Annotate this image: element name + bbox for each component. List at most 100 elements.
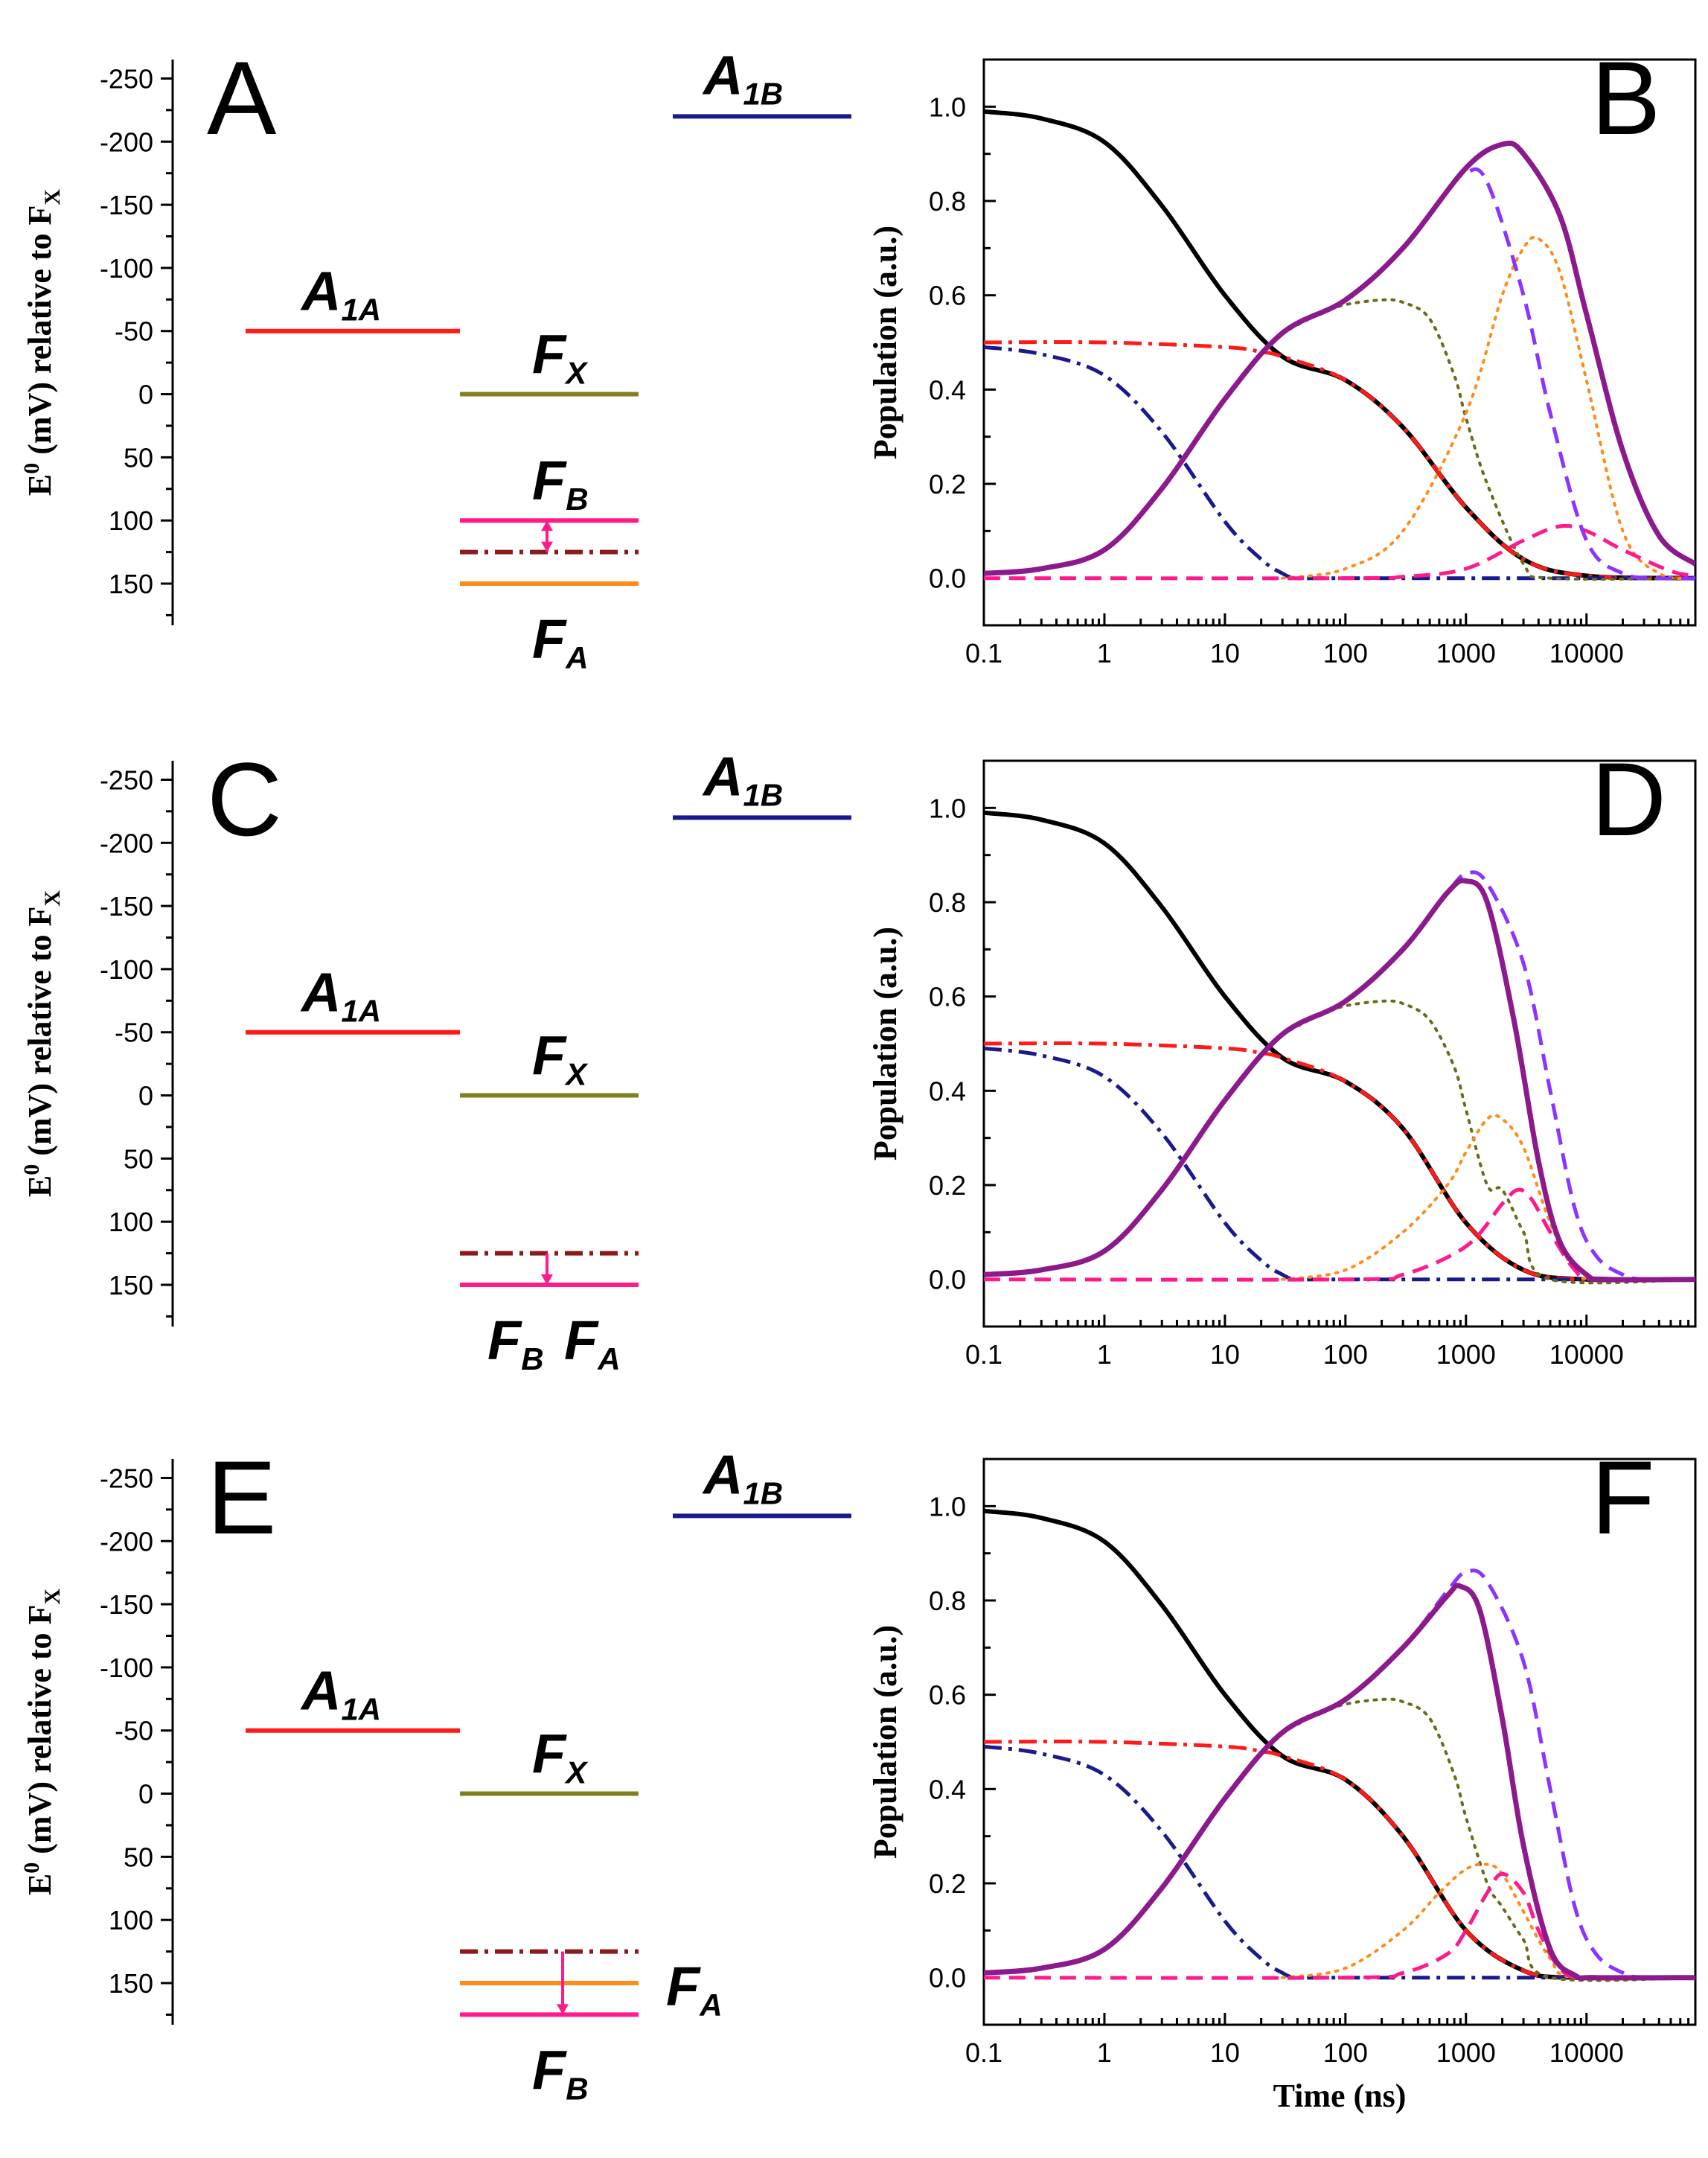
level-label-FA: FA bbox=[666, 1956, 723, 2023]
y-tick-label: 0.6 bbox=[929, 982, 966, 1012]
energy-tick-label: -200 bbox=[100, 828, 153, 858]
level-label-FA: FA bbox=[532, 608, 589, 675]
level-label-FB: FB bbox=[532, 2039, 589, 2106]
panel-D: 0.0 0.2 0.4 0.6 0.8 1.0 0.1 1 10 100 1000 10000 Popu… bbox=[867, 741, 1697, 1370]
series-A1B-decay bbox=[984, 345, 1695, 581]
series-A1B-decay bbox=[984, 1744, 1695, 1980]
energy-tick-label: 100 bbox=[109, 1207, 153, 1237]
level-label-sub: B bbox=[566, 2071, 588, 2106]
energy-tick-label: 100 bbox=[109, 1905, 153, 1935]
energy-tick-label: -250 bbox=[100, 63, 153, 94]
x-tick-label: 1 bbox=[1097, 638, 1112, 668]
y-tick-label: 0.0 bbox=[929, 1963, 966, 1993]
series-A1A-decay bbox=[984, 1041, 1695, 1283]
energy-axis-title-sup: 0 bbox=[19, 1164, 44, 1175]
x-tick-label: 10 bbox=[1210, 638, 1240, 668]
energy-tick-label: -250 bbox=[100, 764, 153, 795]
energy-tick-label: -50 bbox=[115, 1716, 153, 1746]
x-tick-label: 1 bbox=[1097, 2037, 1112, 2068]
level-label-sub: X bbox=[564, 356, 589, 391]
energy-axis-title: E0 (mV) relative to FX bbox=[19, 189, 65, 497]
panel-label-D: D bbox=[1591, 741, 1666, 858]
x-tick-label: 100 bbox=[1323, 1339, 1368, 1370]
level-label-main: A bbox=[300, 261, 341, 322]
y-tick-label: 1.0 bbox=[929, 793, 966, 823]
series-orange-dot bbox=[1281, 1114, 1695, 1282]
panel-B: 0.0 0.2 0.4 0.6 0.8 1.0 0.1 1 10 100 1000 10000 Popu… bbox=[867, 39, 1697, 668]
y-axis-title: Population (a.u.) bbox=[867, 1625, 903, 1859]
energy-axis-title-mid: (mV) relative to F bbox=[22, 1605, 58, 1862]
level-label-sub: 1A bbox=[341, 1692, 381, 1727]
series-orange-dot bbox=[1281, 1862, 1695, 1981]
level-label-main: F bbox=[487, 1309, 522, 1371]
energy-tick-label: -100 bbox=[100, 253, 153, 284]
energy-tick-label: 150 bbox=[109, 1968, 153, 1999]
energy-tick-label: 50 bbox=[124, 442, 153, 473]
energy-tick-label: -200 bbox=[100, 127, 153, 157]
x-tick-label: 0.1 bbox=[965, 1339, 1002, 1370]
y-tick-label: 0.8 bbox=[929, 887, 966, 918]
y-axis-title: Population (a.u.) bbox=[867, 226, 903, 459]
level-label-sub: X bbox=[564, 1755, 589, 1790]
x-tick-label: 1 bbox=[1097, 1339, 1112, 1370]
x-tick-label: 10000 bbox=[1549, 638, 1624, 668]
energy-tick-label: -250 bbox=[100, 1463, 153, 1493]
series-total-decay bbox=[984, 810, 1695, 1283]
level-label-FB: FB bbox=[532, 450, 589, 517]
series-pink-dash bbox=[984, 1187, 1695, 1283]
y-tick-label: 1.0 bbox=[929, 92, 966, 122]
energy-axis-title-E: E bbox=[22, 1874, 58, 1895]
x-tick-label: 0.1 bbox=[965, 2037, 1002, 2068]
x-tick-label: 10000 bbox=[1549, 1339, 1624, 1370]
series-olive-dot bbox=[1281, 999, 1695, 1285]
x-tick-label: 1000 bbox=[1436, 2037, 1496, 2068]
y-tick-label: 0.2 bbox=[929, 469, 966, 499]
level-label-sub: 1A bbox=[341, 293, 381, 328]
x-tick-label: 100 bbox=[1323, 2037, 1368, 2068]
x-tick-label: 100 bbox=[1323, 638, 1368, 668]
energy-axis-title-sup: 0 bbox=[19, 463, 44, 474]
level-label-main: A bbox=[300, 1660, 341, 1722]
energy-tick-label: -150 bbox=[100, 891, 153, 922]
series-olive-dot bbox=[1281, 298, 1695, 581]
y-tick-label: 0.6 bbox=[929, 281, 966, 311]
level-label-main: F bbox=[532, 450, 567, 511]
level-label-main: A bbox=[702, 1443, 743, 1505]
level-label-sub: 1B bbox=[743, 1475, 783, 1510]
transfer-arrowhead bbox=[541, 1274, 553, 1286]
energy-tick-label: 50 bbox=[124, 1143, 153, 1174]
level-label-sub: A bbox=[565, 640, 588, 675]
energy-tick-label: 0 bbox=[138, 1779, 153, 1810]
level-label-main: F bbox=[532, 2039, 567, 2101]
series-purple-solid bbox=[984, 878, 1695, 1283]
y-tick-label: 0.6 bbox=[929, 1680, 966, 1711]
y-tick-label: 1.0 bbox=[929, 1491, 966, 1522]
level-label-sub: A bbox=[699, 1988, 722, 2023]
level-label-sub: B bbox=[566, 482, 588, 517]
energy-axis-title-sup: 0 bbox=[19, 1862, 44, 1874]
series-total-decay bbox=[984, 109, 1695, 581]
level-label-sub: X bbox=[564, 1057, 589, 1092]
level-label-main: A bbox=[300, 962, 341, 1024]
energy-axis-title-mid: (mV) relative to F bbox=[22, 205, 58, 463]
level-label-sub: 1B bbox=[743, 777, 783, 812]
panel-label-A: A bbox=[207, 39, 277, 156]
series-purple-solid bbox=[984, 140, 1695, 576]
level-label-main: F bbox=[532, 608, 567, 670]
panel-label-E: E bbox=[207, 1439, 276, 1556]
level-label-main: F bbox=[564, 1309, 599, 1371]
level-label-A1A: A1A bbox=[300, 962, 381, 1029]
level-label-FX: FX bbox=[532, 1025, 589, 1092]
energy-tick-label: -150 bbox=[100, 190, 153, 220]
panel-label-C: C bbox=[207, 741, 282, 858]
y-axis-title: Population (a.u.) bbox=[867, 927, 903, 1161]
y-tick-label: 0.8 bbox=[929, 186, 966, 217]
series-pink-dash bbox=[984, 523, 1695, 581]
level-label-main: F bbox=[666, 1956, 701, 2017]
y-tick-label: 0.4 bbox=[929, 1076, 966, 1106]
y-tick-label: 0.4 bbox=[929, 374, 966, 405]
level-label-main: A bbox=[702, 745, 743, 807]
x-tick-label: 10 bbox=[1210, 2037, 1240, 2068]
